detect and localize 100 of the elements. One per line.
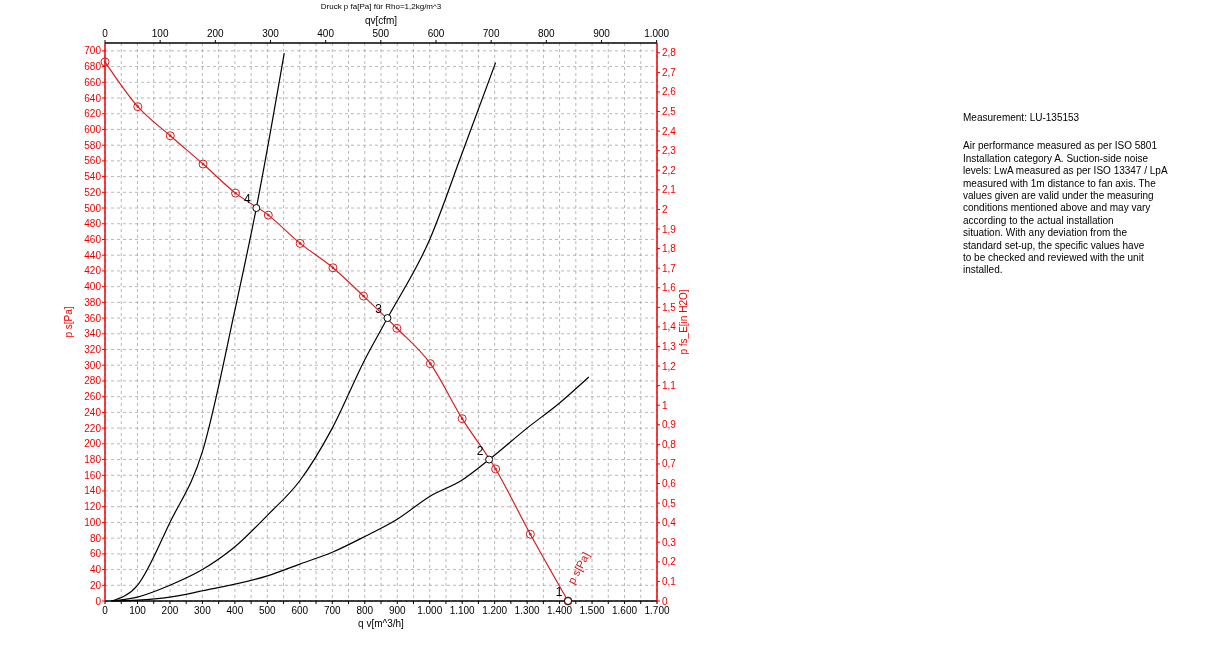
point <box>263 210 273 220</box>
y-tick-label: 160 <box>84 469 102 481</box>
y-tick-label: 140 <box>84 485 102 497</box>
y-axis-title: p s[Pa] <box>63 306 74 338</box>
y2-tick-label: 1,1 <box>662 380 677 392</box>
point <box>491 464 501 474</box>
y-tick-label: 400 <box>84 281 102 293</box>
x2-tick-label: 800 <box>537 28 556 39</box>
x-tick-label: 1.700 <box>644 605 670 616</box>
x2-tick-label: 700 <box>482 28 500 39</box>
y-tick-label: 180 <box>84 454 102 466</box>
y-tick-label: 320 <box>84 344 102 356</box>
point <box>252 204 261 213</box>
y-tick-label: 200 <box>84 438 102 450</box>
y2-tick-label: 2,1 <box>662 184 677 196</box>
x-tick-label: 100 <box>129 605 147 616</box>
x-axis-title: q v[m^3/h] <box>358 618 405 629</box>
y-tick-label: 500 <box>84 202 102 214</box>
point <box>383 314 392 323</box>
y-tick-label: 640 <box>84 92 102 104</box>
x-tick-label: 1.300 <box>514 605 541 616</box>
y2-tick-label: 1,3 <box>662 340 677 352</box>
x2-tick-label: 300 <box>262 28 280 39</box>
x2-tick-label: 900 <box>593 28 611 39</box>
y-tick-label: 20 <box>89 579 102 591</box>
y-tick-label: 460 <box>84 233 102 245</box>
y-tick-label: 220 <box>84 422 102 434</box>
x-tick-label: 400 <box>226 605 244 616</box>
y-tick-label: 620 <box>84 108 102 120</box>
y2-tick-label: 0,8 <box>662 438 677 450</box>
text: Air performance measured as per ISO 5801 Installation category A. Suction-side noise levels: LwA measured as per ISO 13347 / LpA measured with 1m distance to fan axis. The values given are valid under the measuring conditions mentioned above and may vary according to the actual installation situation. With any deviation from the standard set-up, the specific values have to be checked and reviewed with the unit installed. <box>963 140 1168 276</box>
annotation: 2 <box>476 443 484 458</box>
x-tick-label: 0 <box>102 605 109 616</box>
y-tick-label: 60 <box>89 548 102 560</box>
y2-tick-label: 1,7 <box>662 262 677 274</box>
x2-tick-label: 0 <box>102 28 109 39</box>
x2-tick-label: 100 <box>151 28 169 39</box>
point <box>231 188 241 198</box>
y-tick-label: 580 <box>84 139 102 151</box>
y2-axis-title: p fs_E[in H2O] <box>678 289 689 355</box>
x-tick-label: 900 <box>388 605 407 616</box>
y2-tick-label: 2,2 <box>662 164 677 176</box>
point <box>358 291 368 301</box>
y-tick-label: 40 <box>89 564 102 576</box>
y2-tick-label: 0,6 <box>662 478 677 490</box>
y-tick-label: 380 <box>84 296 102 308</box>
y2-tick-label: 0,2 <box>662 556 677 568</box>
y-tick-label: 540 <box>84 171 102 183</box>
x-tick-label: 800 <box>356 605 374 616</box>
y-tick-label: 440 <box>84 249 102 261</box>
y2-tick-label: 0,5 <box>662 497 677 509</box>
point <box>485 455 494 464</box>
y-tick-label: 120 <box>84 501 102 513</box>
y2-tick-label: 1,2 <box>662 360 677 372</box>
x-tick-label: 500 <box>259 605 277 616</box>
annotation: 1 <box>555 585 563 599</box>
text: Measurement: LU-135153 <box>963 112 1080 123</box>
y2-tick-label: 2,3 <box>662 145 677 157</box>
y-tick-label: 520 <box>84 186 102 198</box>
y-tick-label: 0 <box>95 595 102 607</box>
y-tick-label: 300 <box>84 359 102 371</box>
y-tick-label: 660 <box>84 76 102 88</box>
y-tick-label: 420 <box>84 265 102 277</box>
y2-tick-label: 0,7 <box>662 458 677 470</box>
x2-axis-title: qv[cfm] <box>364 15 398 26</box>
x-tick-label: 200 <box>161 605 179 616</box>
x-tick-label: 1.400 <box>547 605 573 616</box>
point <box>457 414 467 424</box>
y2-tick-label: 2,7 <box>662 66 677 78</box>
y-tick-label: 680 <box>84 61 102 73</box>
x2-tick-label: 1.000 <box>644 28 670 39</box>
point <box>392 323 402 333</box>
chart-title: Druck p fa[Pa] für Rho=1,2kg/m^3 <box>320 2 442 11</box>
y-tick-label: 100 <box>84 516 102 528</box>
x-tick-label: 300 <box>194 605 212 616</box>
x2-tick-label: 600 <box>427 28 445 39</box>
point <box>295 238 305 248</box>
y-tick-label: 280 <box>84 375 102 387</box>
y2-tick-label: 1,4 <box>662 321 677 333</box>
y-tick-label: 340 <box>84 328 102 340</box>
y2-tick-label: 0,9 <box>662 419 677 431</box>
y2-tick-label: 2,4 <box>662 125 677 137</box>
y2-tick-label: 0,1 <box>662 575 677 587</box>
x-tick-label: 1.600 <box>612 605 638 616</box>
y-tick-label: 480 <box>84 218 102 230</box>
y2-tick-label: 1 <box>662 399 668 411</box>
x-tick-label: 1.500 <box>579 605 606 616</box>
y2-tick-label: 1,6 <box>662 282 677 294</box>
y-tick-label: 240 <box>84 406 102 418</box>
y-tick-label: 80 <box>89 532 102 544</box>
y-tick-label: 560 <box>84 155 102 167</box>
x-tick-label: 1.200 <box>482 605 508 616</box>
x-tick-label: 1.100 <box>449 605 476 616</box>
x2-tick-label: 200 <box>206 28 225 39</box>
text: p s[Pa] <box>565 550 592 586</box>
y-tick-label: 700 <box>84 45 102 57</box>
y2-tick-label: 1,9 <box>662 223 677 235</box>
x2-tick-label: 500 <box>372 28 390 39</box>
y2-tick-label: 2,6 <box>662 86 677 98</box>
x-tick-label: 600 <box>291 605 309 616</box>
